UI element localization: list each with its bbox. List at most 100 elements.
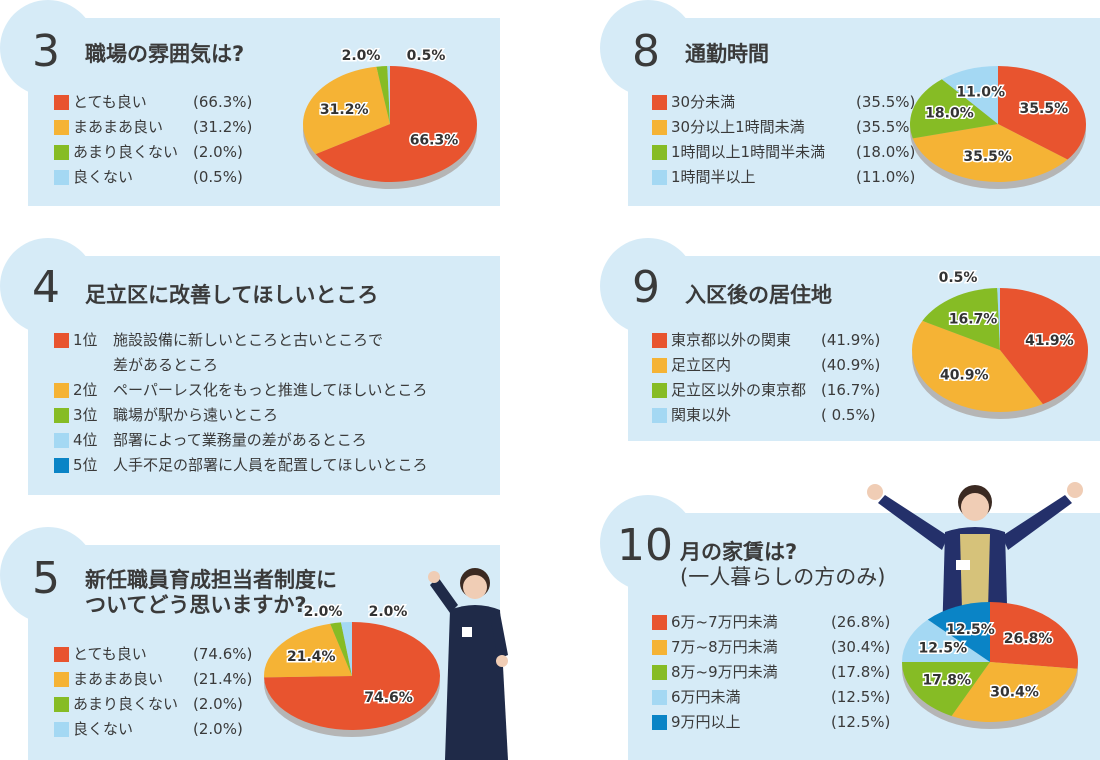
legend-swatch — [652, 145, 667, 160]
legend-swatch — [54, 145, 69, 160]
legend-swatch — [54, 95, 69, 110]
title-line-2: ついてどう思いますか? — [85, 593, 307, 617]
pie-slice — [998, 66, 1087, 160]
rank-swatch — [54, 408, 69, 423]
legend-label: 関東以外 — [671, 406, 732, 424]
legend-item: あまり良くない (2.0%) — [54, 692, 252, 717]
question-number: 10 — [617, 520, 673, 571]
legend-label: とても良い — [73, 645, 147, 663]
pie-label: 2.0% — [369, 604, 408, 620]
legend: 東京都以外の関東 (41.9%) 足立区内 (40.9%) 足立区以外の東京都 (16.7… — [652, 328, 880, 428]
rank-swatch — [54, 433, 69, 448]
legend-label: 良くない — [73, 168, 134, 186]
legend-label: 9万円以上 — [671, 713, 741, 731]
legend-value: (11.0%) — [856, 168, 916, 186]
legend-item: 良くない (0.5%) — [54, 165, 252, 190]
legend-swatch — [652, 170, 667, 185]
pie-slice — [910, 79, 998, 139]
pie-label: 18.0% — [925, 106, 974, 122]
rank-text: ペーパーレス化をもっと推進してほしいところ — [113, 378, 427, 403]
legend-item: まあまあ良い (31.2%) — [54, 115, 252, 140]
pie-slice — [912, 320, 1043, 412]
legend-swatch — [54, 672, 69, 687]
pie-chart: 41.9% 40.9% 16.7% 0.5% — [912, 269, 1089, 419]
legend-value: (66.3%) — [193, 93, 253, 111]
question-number: 3 — [32, 26, 60, 77]
legend-swatch — [54, 647, 69, 662]
ranking-list: 1位 施設設備に新しいところと古いところで 差があるところ 2位 ペーパーレス化をもっと… — [54, 328, 428, 478]
legend-value: (12.5%) — [831, 688, 891, 706]
pie-slice — [922, 288, 1000, 350]
panel-q4 — [28, 256, 500, 495]
pie-slice — [951, 662, 1078, 723]
question-title: 足立区に改善してほしいところ — [85, 283, 379, 307]
question-number: 4 — [32, 262, 60, 313]
legend-value: (0.5%) — [193, 168, 243, 186]
rank-swatch — [54, 458, 69, 473]
rank-text-line: 差があるところ — [113, 356, 219, 374]
rank-text-line: 人手不足の部署に人員を配置してほしいところ — [113, 456, 428, 474]
ranking-item: 5位 人手不足の部署に人員を配置してほしいところ — [54, 453, 428, 478]
ranking-item: 2位 ペーパーレス化をもっと推進してほしいところ — [54, 378, 428, 403]
pie-slice — [902, 662, 990, 716]
pie-label: 31.2% — [320, 102, 369, 118]
legend-label: 30分以上1時間未満 — [671, 118, 805, 136]
pie-slice — [330, 622, 352, 676]
pie-label: 2.0% — [304, 604, 343, 620]
legend-label: 30分未満 — [671, 93, 736, 111]
title-line-2: (一人暮らしの方のみ) — [680, 565, 886, 589]
pie-label: 2.0% — [342, 48, 381, 64]
legend-label: 7万~8万円未満 — [671, 638, 778, 656]
pie-slice — [912, 124, 1068, 182]
legend-value: (2.0%) — [193, 720, 243, 738]
legend-label: 良くない — [73, 720, 134, 738]
rank-text-line: 部署によって業務量の差があるところ — [113, 431, 367, 449]
pie-chart: 66.3% 31.2% 2.0% 0.5% — [303, 47, 477, 189]
legend: とても良い (74.6%) まあまあ良い (21.4%) あまり良くない (2.0%) 良く… — [54, 642, 252, 742]
legend-swatch — [54, 697, 69, 712]
legend-swatch — [652, 358, 667, 373]
legend-label: とても良い — [73, 93, 147, 111]
legend-value: (35.5%) — [856, 118, 916, 136]
legend-value: (12.5%) — [831, 713, 891, 731]
rank-text-line: ペーパーレス化をもっと推進してほしいところ — [113, 381, 428, 399]
legend-swatch — [54, 120, 69, 135]
legend-label: あまり良くない — [73, 695, 179, 713]
pie-chart: 26.8% 30.4% 17.8% 12.5% 12.5% — [902, 602, 1078, 729]
legend-item: とても良い (66.3%) — [54, 90, 252, 115]
pie-label: 16.7% — [949, 311, 998, 327]
legend-swatch — [652, 383, 667, 398]
legend-label: まあまあ良い — [73, 118, 164, 136]
rank-label: 2位 — [73, 381, 98, 399]
pie-label: 41.9% — [1025, 333, 1074, 349]
question-number: 8 — [632, 26, 660, 77]
pie-slice — [902, 619, 990, 662]
rank-label: 1位 — [73, 331, 98, 349]
pie-label: 26.8% — [1004, 631, 1053, 647]
legend-value: (31.2%) — [193, 118, 253, 136]
legend-value: (21.4%) — [193, 670, 253, 688]
question-number: 9 — [632, 262, 660, 313]
legend-swatch — [54, 170, 69, 185]
legend-item: 8万~9万円未満 (17.8%) — [652, 660, 890, 685]
pie-chart: 35.5% 35.5% 18.0% 11.0% — [910, 66, 1087, 189]
rank-text-line: 施設設備に新しいところと古いところで — [113, 331, 384, 349]
rank-label: 3位 — [73, 406, 98, 424]
ranking-item: 3位 職場が駅から遠いところ — [54, 403, 428, 428]
legend-item: 足立区内 (40.9%) — [652, 353, 880, 378]
title-line-1: 月の家賃は? — [680, 540, 798, 564]
legend-swatch — [652, 690, 667, 705]
rank-label: 5位 — [73, 456, 98, 474]
legend-value: (35.5%) — [856, 93, 916, 111]
legend-item: とても良い (74.6%) — [54, 642, 252, 667]
legend-value: (26.8%) — [831, 613, 891, 631]
pie-label: 17.8% — [922, 672, 971, 688]
legend-item: 1時間半以上 (11.0%) — [652, 165, 915, 190]
title-line-1: 新任職員育成担当者制度に — [85, 568, 337, 592]
legend-label: あまり良くない — [73, 143, 179, 161]
question-title: 通勤時間 — [685, 42, 769, 66]
pie-slice — [340, 622, 352, 676]
ranking-item: 1位 施設設備に新しいところと古いところで 差があるところ — [54, 328, 428, 378]
question-title: 入区後の居住地 — [685, 283, 832, 307]
legend-label: 東京都以外の関東 — [671, 331, 792, 349]
